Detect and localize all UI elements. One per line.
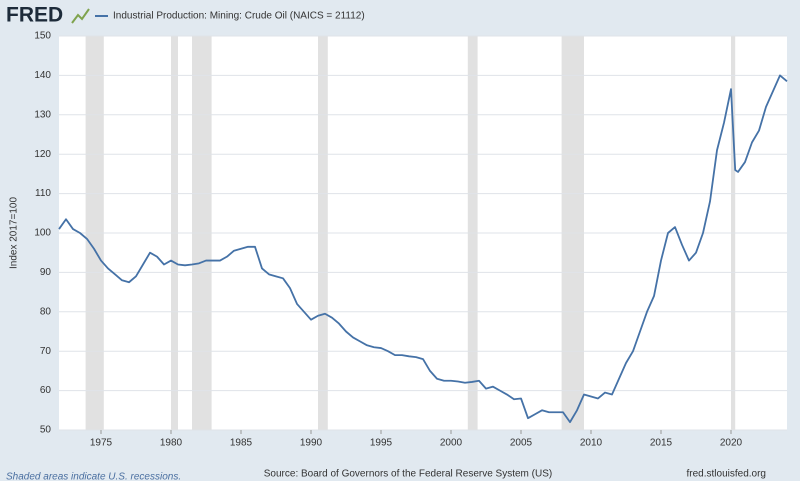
y-tick-label: 110 — [35, 188, 51, 199]
legend-label: Industrial Production: Mining: Crude Oil… — [113, 11, 365, 22]
x-tick-label: 2010 — [580, 438, 603, 449]
x-tick-label: 2020 — [720, 438, 743, 449]
x-tick-label: 2005 — [510, 438, 533, 449]
y-tick-label: 80 — [40, 306, 52, 317]
site: fred.stlouisfed.org — [687, 469, 767, 480]
x-tick-label: 1995 — [370, 438, 393, 449]
x-tick-label: 2000 — [440, 438, 463, 449]
y-tick-label: 130 — [34, 109, 51, 120]
y-tick-label: 150 — [34, 31, 51, 42]
y-tick-label: 100 — [34, 228, 51, 239]
x-tick-label: 1975 — [90, 438, 113, 449]
x-tick-label: 2015 — [650, 438, 673, 449]
x-tick-label: 1985 — [230, 438, 253, 449]
y-tick-label: 120 — [34, 149, 51, 160]
x-tick-label: 1990 — [300, 438, 323, 449]
logo: FRED — [6, 4, 63, 27]
logo-icon — [71, 8, 90, 24]
y-tick-label: 90 — [40, 267, 52, 278]
y-tick-label: 60 — [40, 385, 52, 396]
y-tick-label: 70 — [40, 346, 52, 357]
y-tick-label: 50 — [40, 425, 52, 436]
recession-note: Shaded areas indicate U.S. recessions. — [6, 472, 181, 481]
y-tick-label: 140 — [34, 70, 51, 81]
x-tick-label: 1980 — [160, 438, 183, 449]
source: Source: Board of Governors of the Federa… — [264, 469, 552, 480]
series-line — [58, 74, 788, 424]
y-axis-label: Index 2017=100 — [9, 197, 20, 269]
